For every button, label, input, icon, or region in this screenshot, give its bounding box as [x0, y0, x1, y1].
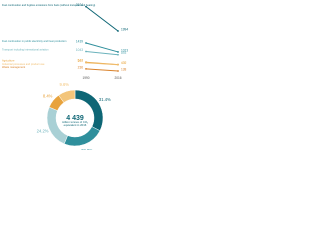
- slope-point: [85, 42, 87, 44]
- series-label: Industrial processes and product use: [2, 62, 45, 66]
- series-label: Fuel combustion and fugitive emissions f…: [2, 3, 95, 7]
- slope-line: [85, 42, 119, 53]
- value-label: 1994: [121, 27, 128, 31]
- value-label: 1043: [76, 48, 83, 52]
- value-label: 520: [78, 59, 84, 63]
- slope-line: [85, 6, 119, 32]
- donut-center-label-box: million tonnes of CO₂ equivalent in 2016: [61, 121, 89, 128]
- donut-value-label: 31.4%: [99, 97, 111, 102]
- x-tick-label: 1990: [82, 76, 89, 80]
- value-label: 547: [78, 59, 84, 63]
- slope-line: [85, 62, 119, 66]
- donut-value-label: 8.4%: [43, 93, 53, 98]
- donut-center-value: 4 439: [66, 115, 84, 122]
- slope-point: [85, 5, 87, 8]
- series-label: Fuel combustion in public electricity an…: [2, 39, 67, 43]
- donut-center-label: million tonnes of CO₂ equivalent in 2016: [61, 121, 89, 128]
- slope-point: [117, 51, 119, 53]
- value-label: 1023: [121, 48, 128, 52]
- value-label: 893: [121, 51, 127, 55]
- donut-value-label: 9.6%: [59, 82, 69, 87]
- slope-point: [85, 50, 87, 53]
- slope-point: [117, 30, 119, 32]
- donut-value-label: 23.0%: [81, 148, 93, 150]
- slope-line: [85, 68, 119, 72]
- donut-value-label: 24.2%: [37, 128, 49, 133]
- slope-line: [85, 51, 119, 56]
- value-label: 236: [78, 65, 84, 69]
- value-label: 138: [121, 67, 127, 71]
- chart: 1990 2016 3124 1994 Fuel combustion and fugi…: [2, 3, 128, 150]
- x-tick-label: 2016: [114, 76, 121, 80]
- series-label: Waste management: [2, 65, 25, 69]
- donut-segment: [58, 89, 76, 103]
- series-label: Transport including international aviati…: [2, 48, 49, 52]
- series-label: Agriculture: [2, 58, 15, 62]
- slope-point: [117, 63, 119, 66]
- value-label: 430: [121, 61, 127, 65]
- slope-point: [85, 68, 87, 70]
- value-label: 437: [121, 61, 127, 65]
- slope-point: [117, 53, 119, 56]
- slope-point: [117, 70, 119, 72]
- value-label: 1439: [76, 39, 83, 43]
- value-label: 3124: [76, 3, 83, 7]
- slope-point: [85, 61, 87, 64]
